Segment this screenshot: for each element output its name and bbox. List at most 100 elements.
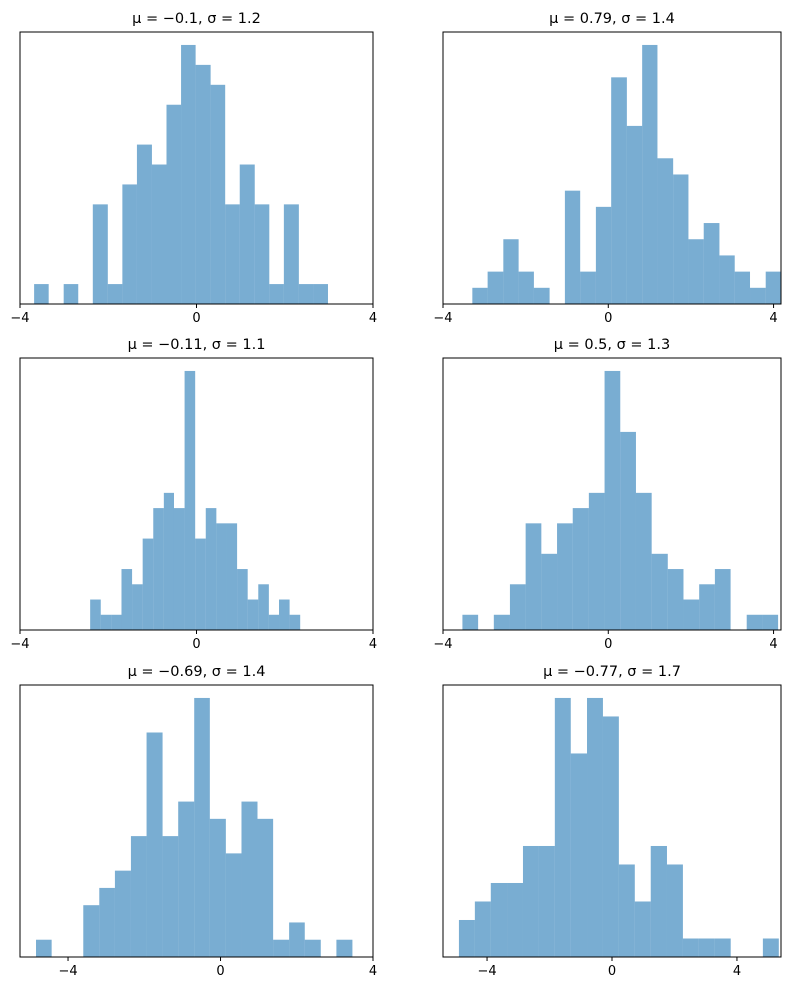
bar: [554, 697, 571, 957]
bar: [651, 553, 668, 630]
bar: [509, 584, 526, 630]
bar: [611, 77, 627, 304]
bar: [503, 239, 519, 304]
bar: [34, 284, 49, 304]
bar: [146, 732, 163, 957]
bar: [92, 204, 108, 304]
x-tick-label: −4: [433, 311, 452, 326]
bar: [151, 164, 167, 304]
x-tick-label: 0: [604, 311, 612, 326]
bar: [472, 287, 488, 304]
x-tick-label: 4: [369, 964, 377, 979]
bar: [719, 255, 735, 304]
bar: [273, 939, 290, 957]
bar: [194, 697, 210, 957]
bar: [181, 44, 196, 304]
bar: [595, 206, 612, 304]
x-tick-label: 0: [192, 311, 200, 326]
bar: [132, 584, 143, 630]
bar: [657, 158, 674, 304]
bar: [195, 64, 211, 304]
bar: [121, 569, 133, 630]
axes-frame: [442, 31, 782, 305]
chart-title: μ = −0.69, σ = 1.4: [128, 664, 266, 680]
bar: [602, 716, 619, 957]
bar: [714, 938, 731, 957]
bar: [304, 939, 321, 957]
bar: [298, 284, 314, 304]
bar: [283, 204, 299, 304]
x-tick-label: 0: [192, 637, 200, 652]
bar: [173, 508, 185, 630]
bar: [604, 370, 621, 630]
bar: [107, 284, 123, 304]
axes-frame: [442, 357, 782, 631]
bar: [458, 919, 475, 957]
bar: [588, 492, 605, 630]
bar: [746, 614, 763, 630]
bar: [36, 939, 52, 957]
bar: [518, 271, 534, 304]
bar: [289, 922, 305, 957]
bar: [205, 508, 217, 630]
chart-title: μ = −0.1, σ = 1.2: [132, 11, 261, 27]
bar: [225, 853, 242, 957]
bar: [216, 523, 227, 630]
bar: [750, 287, 766, 304]
bar: [525, 523, 542, 630]
bar: [650, 845, 667, 957]
x-tick-label: 4: [769, 311, 777, 326]
bar: [474, 901, 491, 957]
x-tick-label: 4: [769, 637, 777, 652]
x-tick-label: 0: [608, 964, 616, 979]
bar: [580, 271, 596, 304]
chart-title: μ = 0.79, σ = 1.4: [549, 11, 675, 27]
bar: [765, 271, 781, 304]
x-tick-label: 4: [733, 964, 741, 979]
bar: [136, 144, 152, 304]
bar: [111, 614, 122, 630]
bar: [642, 44, 658, 304]
bar: [564, 190, 581, 304]
bar: [714, 569, 731, 630]
bar: [210, 84, 226, 304]
chart-title: μ = −0.77, σ = 1.7: [543, 664, 681, 680]
x-tick-label: −4: [477, 964, 496, 979]
bar: [241, 801, 258, 957]
bar: [225, 204, 240, 304]
bar: [122, 184, 137, 304]
x-tick-label: 4: [369, 311, 377, 326]
bar: [99, 887, 115, 957]
bar: [237, 569, 248, 630]
bar: [130, 836, 147, 957]
bar: [703, 223, 720, 304]
bar: [178, 801, 195, 957]
bar: [258, 584, 269, 630]
bar: [100, 614, 112, 630]
bar: [462, 614, 479, 630]
bar: [142, 538, 154, 630]
bar: [90, 599, 101, 630]
bar: [490, 882, 508, 957]
bar: [166, 104, 182, 304]
bar: [688, 239, 704, 304]
chart-title: μ = −0.11, σ = 1.1: [128, 337, 266, 353]
bar: [682, 938, 699, 957]
bar: [618, 864, 635, 957]
bar: [269, 284, 284, 304]
bar: [226, 523, 238, 630]
bar: [635, 492, 652, 630]
bar: [522, 845, 539, 957]
bar: [667, 569, 684, 630]
x-tick-label: −4: [10, 311, 29, 326]
bar: [336, 939, 353, 957]
bar: [209, 818, 226, 957]
bar: [239, 164, 255, 304]
bar: [557, 523, 573, 630]
bar: [247, 599, 259, 630]
bar: [533, 287, 550, 304]
bar: [195, 538, 206, 630]
bar: [83, 905, 100, 957]
bar: [570, 753, 588, 957]
